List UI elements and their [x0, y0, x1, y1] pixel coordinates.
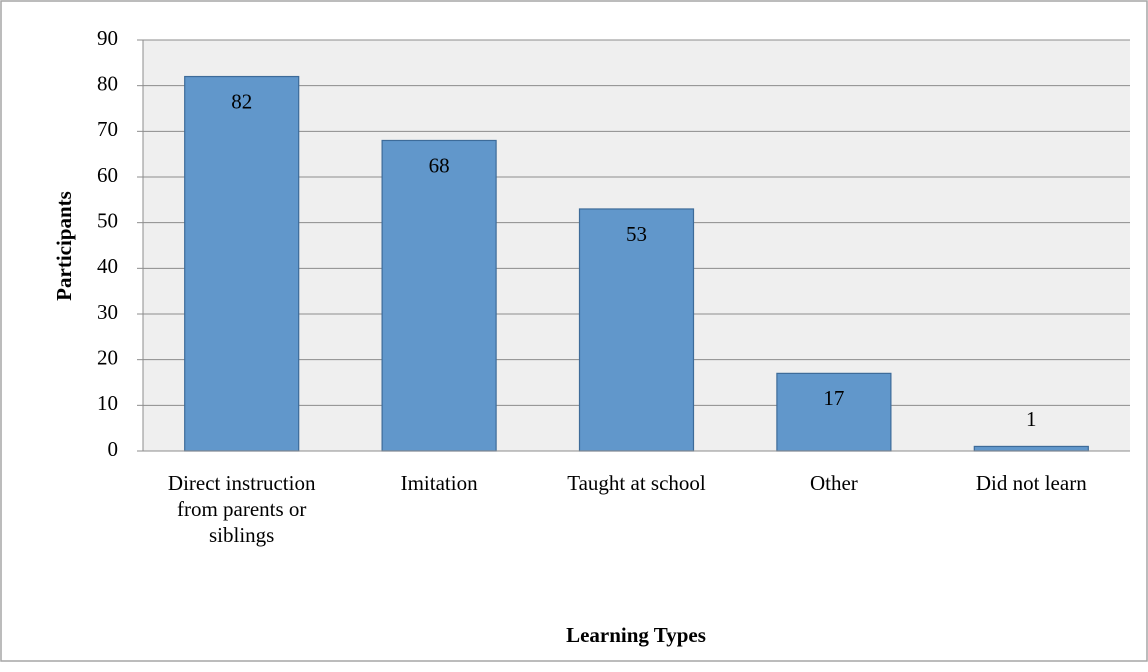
data-label: 17 — [823, 386, 844, 410]
bar — [184, 75, 300, 452]
x-tick-label: Imitation — [400, 471, 478, 495]
data-label: 53 — [626, 222, 647, 246]
x-axis-label: Learning Types — [566, 623, 706, 647]
x-tick-label-box: Taught at school — [567, 471, 706, 495]
data-label: 82 — [231, 89, 252, 113]
x-tick-label-box: Did not learn — [975, 471, 1087, 495]
y-tick-label: 0 — [108, 437, 119, 461]
y-tick-label: 40 — [97, 254, 118, 278]
bar — [578, 208, 695, 452]
y-tick-label: 20 — [97, 345, 118, 369]
x-tick-label-box: Imitation — [400, 471, 478, 495]
y-tick-label: 60 — [97, 163, 118, 187]
bar — [776, 372, 892, 452]
y-axis-label: Participants — [52, 191, 76, 301]
data-label: 68 — [429, 153, 450, 177]
y-tick-label: 80 — [97, 71, 118, 95]
x-tick-label: Taught at school — [567, 471, 706, 495]
x-tick-label: Direct instruction from parents or sibli… — [167, 471, 316, 547]
x-tick-label: Other — [809, 471, 858, 495]
y-tick-label: 10 — [97, 391, 118, 415]
x-tick-label: Did not learn — [975, 471, 1087, 495]
x-tick-label-box: Other — [809, 471, 858, 495]
bar — [381, 139, 497, 452]
y-tick-label: 90 — [97, 26, 118, 50]
data-label: 1 — [1026, 407, 1037, 431]
y-tick-label: 50 — [97, 208, 118, 232]
bar — [973, 445, 1089, 452]
y-tick-label: 70 — [97, 117, 118, 141]
y-tick-label: 30 — [97, 300, 118, 324]
x-tick-label-box: Direct instruction from parents or sibli… — [167, 471, 316, 547]
